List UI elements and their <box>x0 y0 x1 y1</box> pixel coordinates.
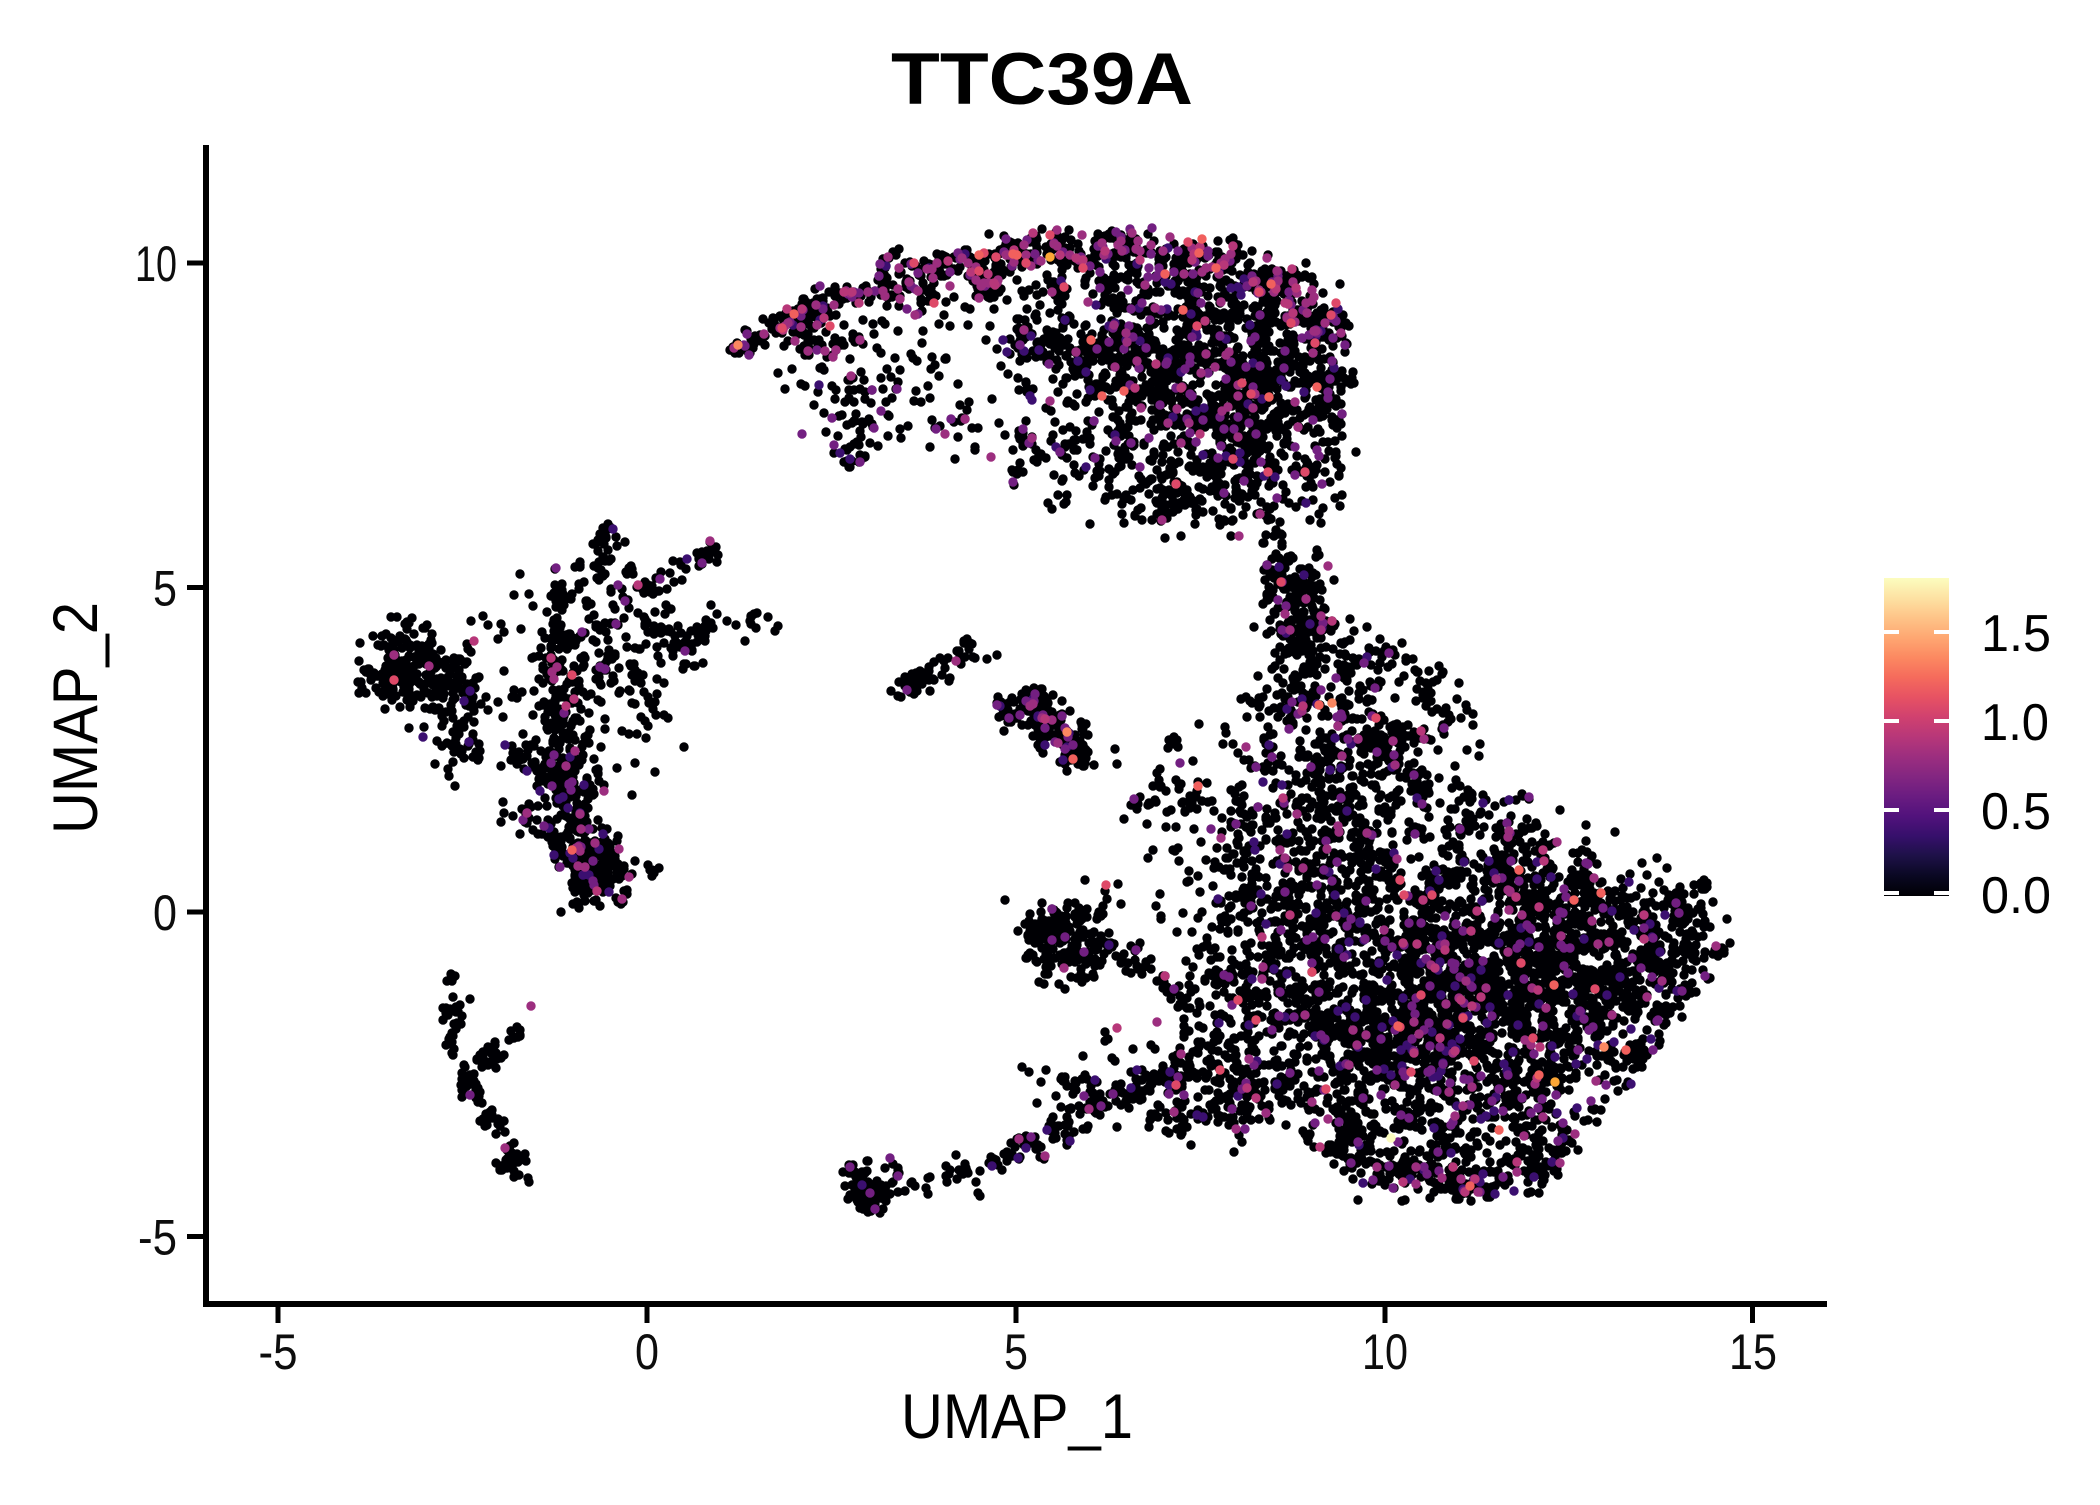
svg-text:5: 5 <box>153 561 177 617</box>
svg-text:0.5: 0.5 <box>1981 783 2051 841</box>
svg-text:0: 0 <box>635 1324 659 1380</box>
svg-text:1.0: 1.0 <box>1981 694 2049 752</box>
svg-text:TTC39A: TTC39A <box>891 39 1193 120</box>
svg-text:15: 15 <box>1729 1324 1777 1380</box>
svg-text:-5: -5 <box>259 1324 298 1380</box>
svg-text:0: 0 <box>153 885 177 941</box>
svg-text:UMAP_1: UMAP_1 <box>901 1382 1133 1452</box>
svg-text:5: 5 <box>1004 1324 1028 1380</box>
svg-text:10: 10 <box>135 236 177 292</box>
svg-text:UMAP_2: UMAP_2 <box>41 602 111 834</box>
svg-text:1.5: 1.5 <box>1981 605 2051 663</box>
svg-text:10: 10 <box>1362 1324 1408 1380</box>
svg-text:0.0: 0.0 <box>1981 867 2051 925</box>
svg-text:-5: -5 <box>138 1210 177 1266</box>
